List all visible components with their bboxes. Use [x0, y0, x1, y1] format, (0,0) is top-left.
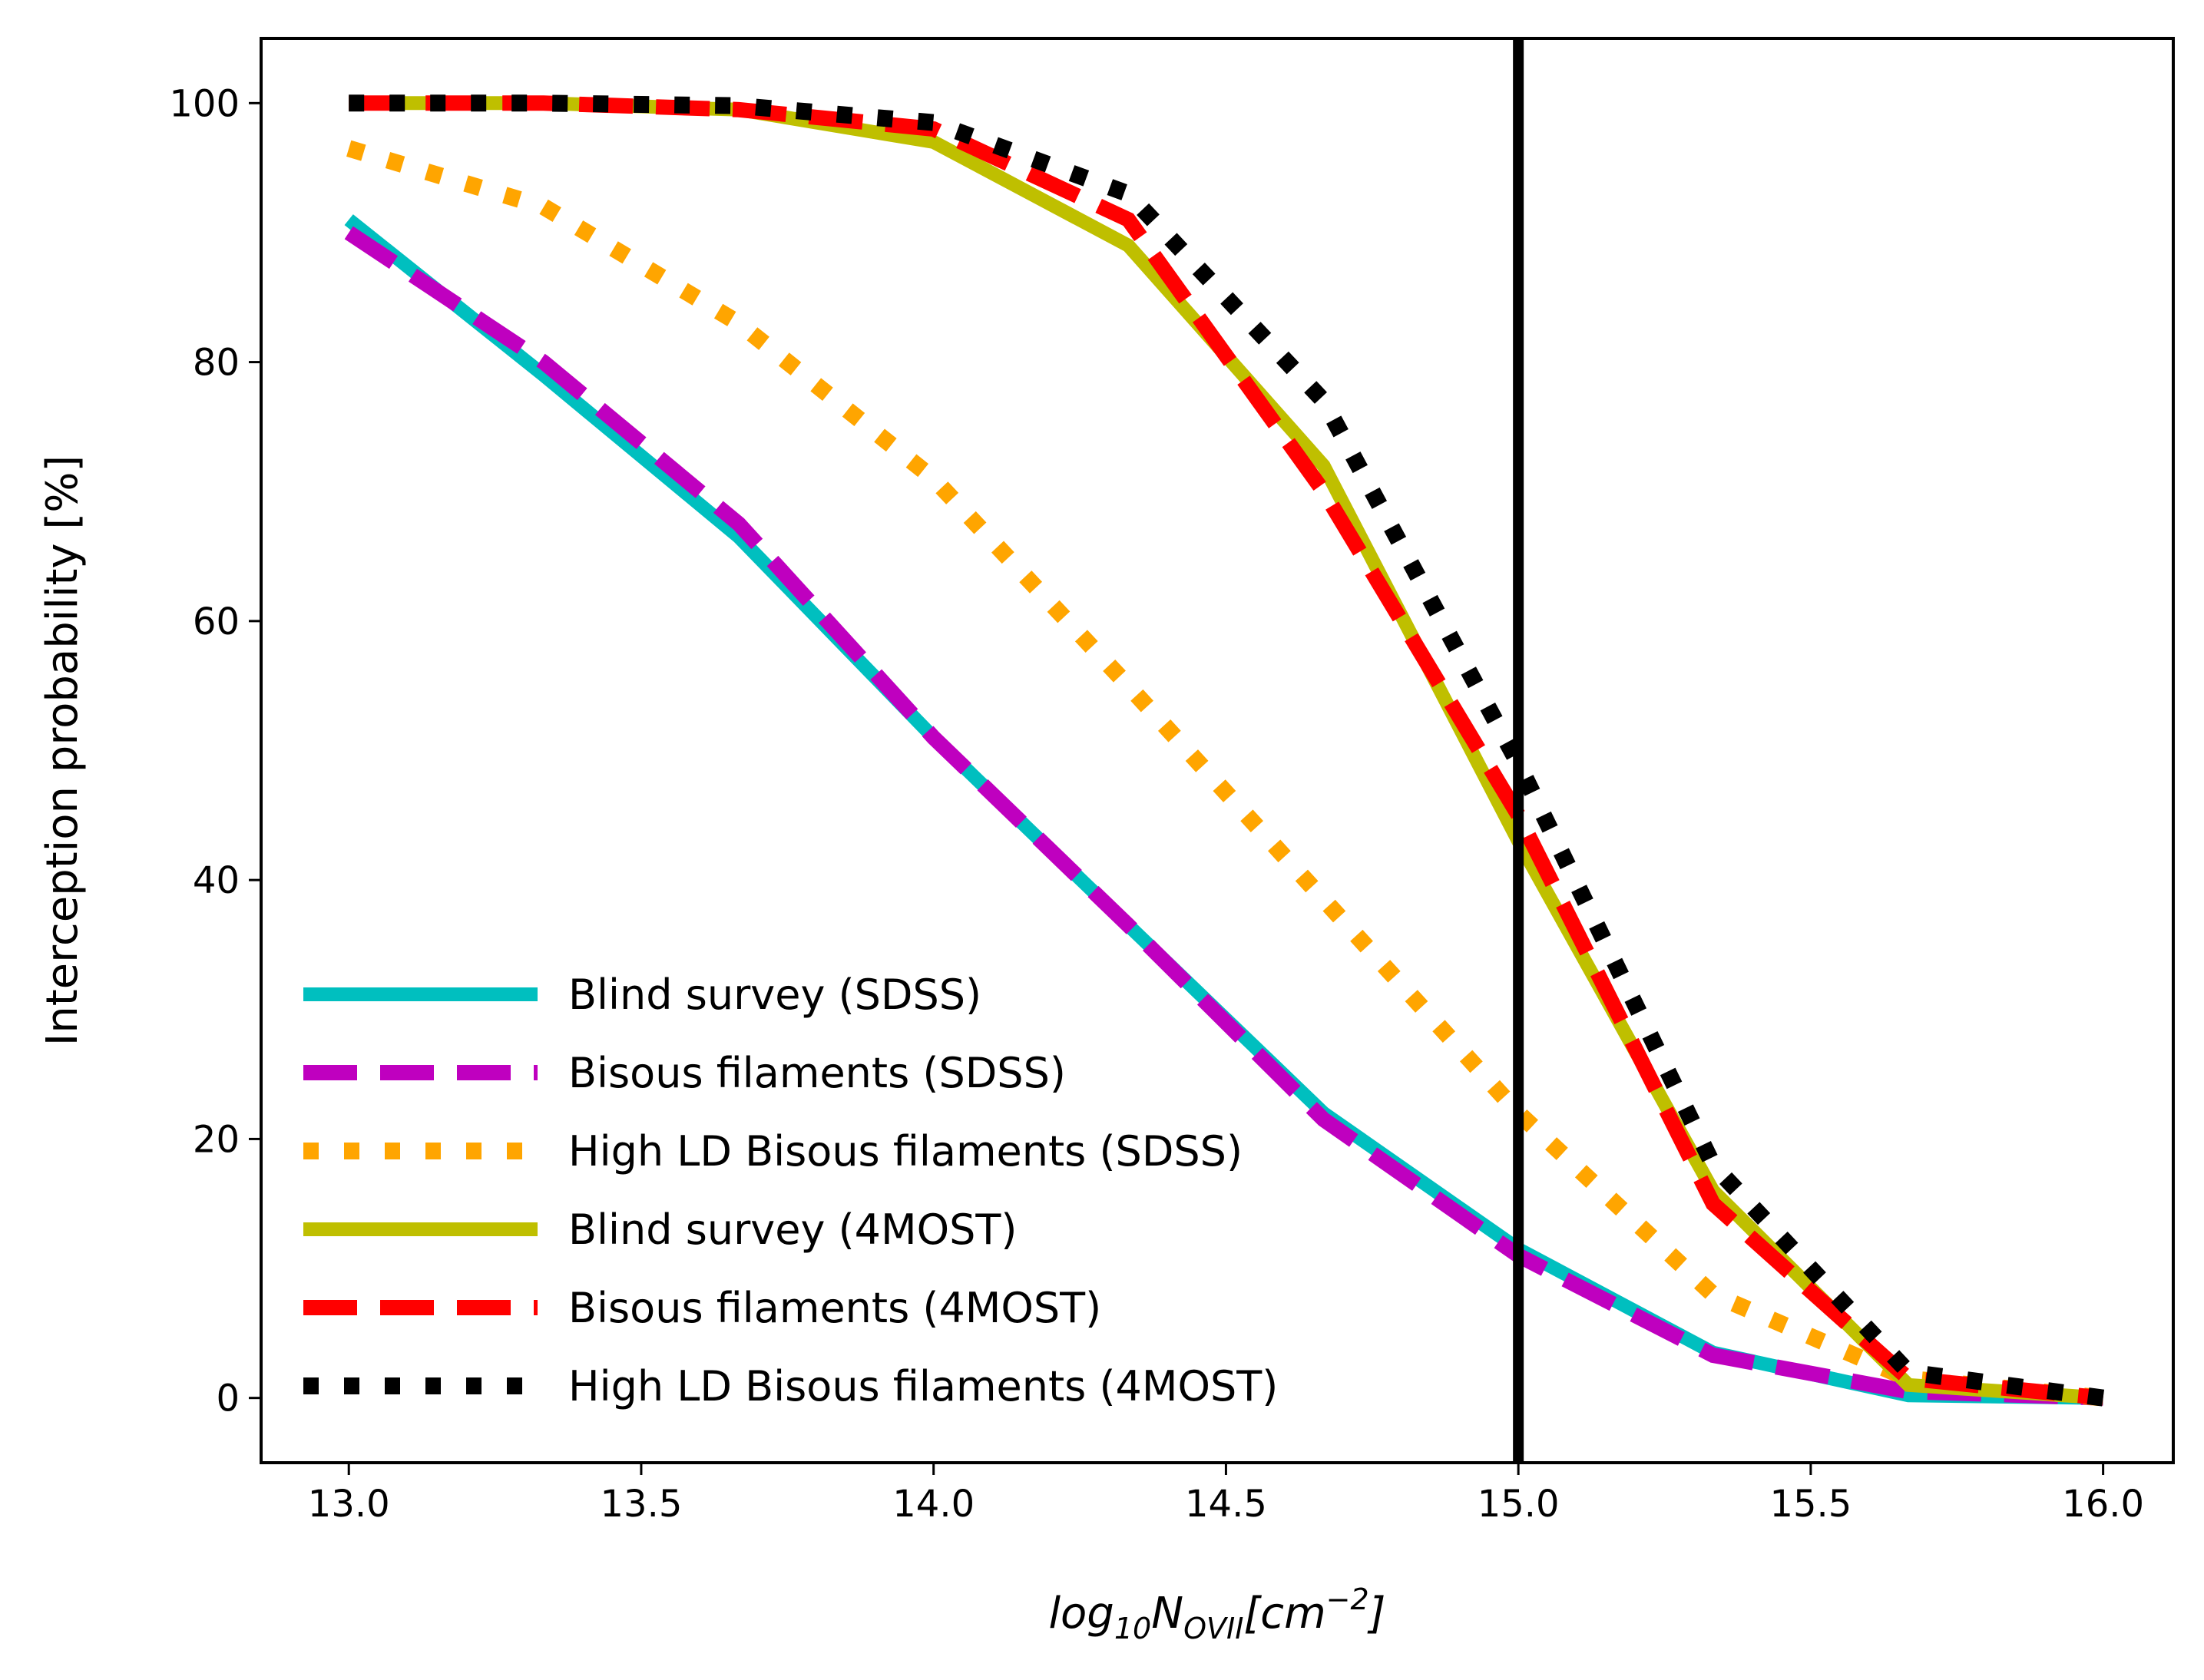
y-axis-label: Interception probability [%] — [38, 455, 88, 1047]
plot-lines — [344, 94, 2105, 1407]
y-tick-label: 40 — [193, 859, 240, 902]
series-line-3 — [346, 140, 2104, 1407]
y-axis: 0 20 40 60 80 100 — [169, 82, 261, 1420]
legend: Blind survey (SDSS) Bisous filaments (SDS… — [303, 971, 1278, 1410]
series-line-4 — [349, 96, 2104, 1405]
x-label-unit-close: ] — [1367, 1589, 1386, 1639]
legend-label: High LD Bisous filaments (SDSS) — [568, 1127, 1243, 1176]
legend-label: Blind survey (SDSS) — [568, 971, 981, 1019]
y-tick-label: 100 — [169, 82, 240, 125]
legend-label: Bisous filaments (4MOST) — [568, 1284, 1101, 1332]
legend-label: High LD Bisous filaments (4MOST) — [568, 1362, 1278, 1410]
x-label-unit-open: [cm — [1243, 1589, 1325, 1639]
y-tick-label: 0 — [216, 1377, 240, 1420]
x-tick-label: 15.5 — [1769, 1483, 1852, 1526]
series-line-5 — [349, 95, 2104, 1406]
x-label-main: N — [1151, 1589, 1183, 1639]
x-tick-label: 15.0 — [1478, 1483, 1560, 1526]
x-label-base-sub: 10 — [1114, 1612, 1151, 1645]
x-axis-label: log10NOVII[cm−2] — [1048, 1582, 1385, 1645]
x-label-main-sub: OVII — [1183, 1612, 1243, 1645]
x-tick-label: 14.0 — [892, 1483, 975, 1526]
legend-label: Blind survey (4MOST) — [568, 1205, 1017, 1254]
plot-frame — [260, 37, 2175, 1464]
x-tick-label: 14.5 — [1185, 1483, 1267, 1526]
x-tick-label: 13.5 — [601, 1483, 683, 1526]
series-line-2 — [344, 226, 2103, 1406]
series-line-6 — [349, 94, 2105, 1407]
x-label-base: log — [1048, 1589, 1114, 1639]
y-tick-label: 60 — [193, 600, 240, 643]
x-axis: 13.0 13.5 14.0 14.5 15.0 15.5 16.0 — [308, 1463, 2144, 1526]
legend-label: Bisous filaments (SDSS) — [568, 1049, 1066, 1097]
y-tick-label: 80 — [193, 342, 240, 385]
x-tick-label: 16.0 — [2062, 1483, 2144, 1526]
y-tick-label: 20 — [193, 1118, 240, 1161]
x-tick-label: 13.0 — [308, 1483, 390, 1526]
x-label-unit-sup: −2 — [1326, 1582, 1369, 1616]
